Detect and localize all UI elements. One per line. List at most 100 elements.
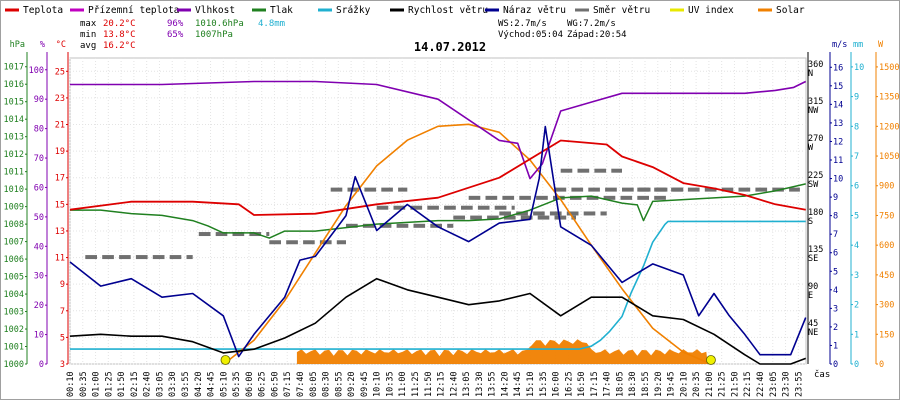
stat-value: 1010.6hPa xyxy=(195,19,244,29)
axis-tick-label: 1017 xyxy=(4,63,24,73)
axis-tick-label: 11 xyxy=(55,254,65,264)
axis-tick-label: 50 xyxy=(34,213,44,223)
axis-tick-label: 900 xyxy=(879,182,894,192)
legend: Teplota Přízemní teplota Vlhkost Tlak Srážky… xyxy=(5,5,805,16)
axis-tick-label: 0 xyxy=(879,360,884,370)
axis-tick-label: 21 xyxy=(55,121,65,131)
axis-tick-label: 1009 xyxy=(4,203,24,213)
x-tick-label: 23:55 xyxy=(794,371,804,397)
axis-tick-label: 20 xyxy=(34,301,44,311)
x-tick-label: 02:40 xyxy=(143,371,153,397)
axis-tick-label: 1000 xyxy=(4,360,24,370)
series-wind-gust-line xyxy=(69,125,807,358)
sunrise-marker xyxy=(220,355,231,365)
series-temperature-line xyxy=(69,139,806,216)
x-tick-label: 00:10 xyxy=(66,371,76,397)
axis-tick-label: 14 xyxy=(833,100,843,110)
solar-radiation-area xyxy=(296,339,708,364)
axis-tick-label: 13 xyxy=(833,119,843,129)
axis-tick-label: 1500 xyxy=(879,63,899,73)
axis-tick-label: 60 xyxy=(34,183,44,193)
axis-tick-label: 1 xyxy=(854,330,859,340)
axis-tick-label: 1002 xyxy=(4,325,24,335)
direction-degree-label: 315 xyxy=(808,97,823,107)
axis-tick-label: 7 xyxy=(854,152,859,162)
axis-unit-label: °C xyxy=(56,40,66,50)
axis-tick-label: 1200 xyxy=(879,122,899,132)
direction-degree-label: 225 xyxy=(808,171,823,181)
axis-unit-label: m/s xyxy=(832,40,847,50)
chart-title: 14.07.2012 xyxy=(414,40,486,54)
axis-tick-label: 4 xyxy=(833,286,838,296)
sunset-time: Západ:20:54 xyxy=(567,30,627,40)
x-tick-label: 06:50 xyxy=(270,371,280,397)
x-tick-label: 21:25 xyxy=(718,371,728,397)
x-tick-label: 01:00 xyxy=(92,371,102,397)
x-axis-title: čas xyxy=(814,369,830,380)
x-tick-label: 10:10 xyxy=(373,371,383,397)
axis-tick-label: 19 xyxy=(55,147,65,157)
axis-tick-label: 12 xyxy=(833,137,843,147)
axis-tick-label: 6 xyxy=(833,249,838,259)
x-tick-label: 23:05 xyxy=(769,371,779,397)
x-tick-label: 19:45 xyxy=(667,371,677,397)
right-axes: 45NE90E135SE180S225SW270W315NW360Nm/s012… xyxy=(807,40,899,370)
series-wind-speed-line xyxy=(69,277,806,365)
axis-tick-label: 6 xyxy=(854,182,859,192)
axis-tick-label: 1014 xyxy=(4,115,24,125)
x-tick-label: 04:45 xyxy=(207,371,217,397)
x-tick-label: 15:35 xyxy=(539,371,549,397)
grid xyxy=(69,57,807,365)
stats-panel: max 20.2°C 96% 1010.6hPa 4.8mm min 13.8°C 65% 10… xyxy=(80,19,285,51)
legend-label: UV index xyxy=(688,5,734,16)
axis-tick-label: 70 xyxy=(34,154,44,164)
axis-tick-label: 1006 xyxy=(4,255,24,265)
stat-value: max xyxy=(80,19,97,29)
x-tick-label: 21:00 xyxy=(705,371,715,397)
direction-compass-label: NE xyxy=(808,328,818,338)
direction-degree-label: 90 xyxy=(808,282,818,292)
x-tick-label: 06:00 xyxy=(245,371,255,397)
axis-tick-label: 25 xyxy=(55,67,65,77)
axis-tick-label: 8 xyxy=(833,212,838,222)
x-tick-label: 12:40 xyxy=(449,371,459,397)
plot-area xyxy=(69,80,807,365)
axis-tick-label: 1 xyxy=(833,341,838,351)
legend-label: Teplota xyxy=(23,5,63,16)
x-tick-label: 18:30 xyxy=(628,371,638,397)
direction-compass-label: E xyxy=(808,291,813,301)
x-tick-label: 03:55 xyxy=(181,371,191,397)
axis-tick-label: 1005 xyxy=(4,273,24,283)
direction-degree-label: 135 xyxy=(808,245,823,255)
x-tick-label: 10:35 xyxy=(385,371,395,397)
axis-tick-label: 23 xyxy=(55,94,65,104)
axis-tick-label: 1003 xyxy=(4,308,24,318)
axis-tick-label: 1001 xyxy=(4,343,24,353)
axis-tick-label: 3 xyxy=(60,360,65,370)
axis-tick-label: 1010 xyxy=(4,185,24,195)
x-tick-label: 05:10 xyxy=(219,371,229,397)
x-tick-label: 08:30 xyxy=(322,371,332,397)
legend-label: Rychlost větru xyxy=(408,5,488,16)
axis-tick-label: 13 xyxy=(55,227,65,237)
series-rain-line xyxy=(70,220,806,350)
direction-compass-label: N xyxy=(808,69,813,79)
series-pressure-line xyxy=(70,183,806,239)
x-tick-label: 01:50 xyxy=(117,371,127,397)
stat-value: min xyxy=(80,30,96,40)
axis-tick-label: 16 xyxy=(833,63,843,73)
x-tick-label: 09:45 xyxy=(360,371,370,397)
stat-value: 1007hPa xyxy=(195,30,233,40)
axis-tick-label: 1050 xyxy=(879,152,899,162)
sunrise-time: Východ:05:04 xyxy=(498,30,563,40)
x-tick-label: 02:15 xyxy=(130,371,140,397)
axis-tick-label: 5 xyxy=(854,211,859,221)
direction-compass-label: S xyxy=(808,217,813,227)
stat-value: 13.8°C xyxy=(103,30,136,40)
x-tick-label: 07:40 xyxy=(296,371,306,397)
axis-tick-label: 10 xyxy=(34,331,44,341)
x-tick-label: 03:05 xyxy=(155,371,165,397)
x-tick-label: 13:05 xyxy=(462,371,472,397)
axis-tick-label: 0 xyxy=(833,360,838,370)
